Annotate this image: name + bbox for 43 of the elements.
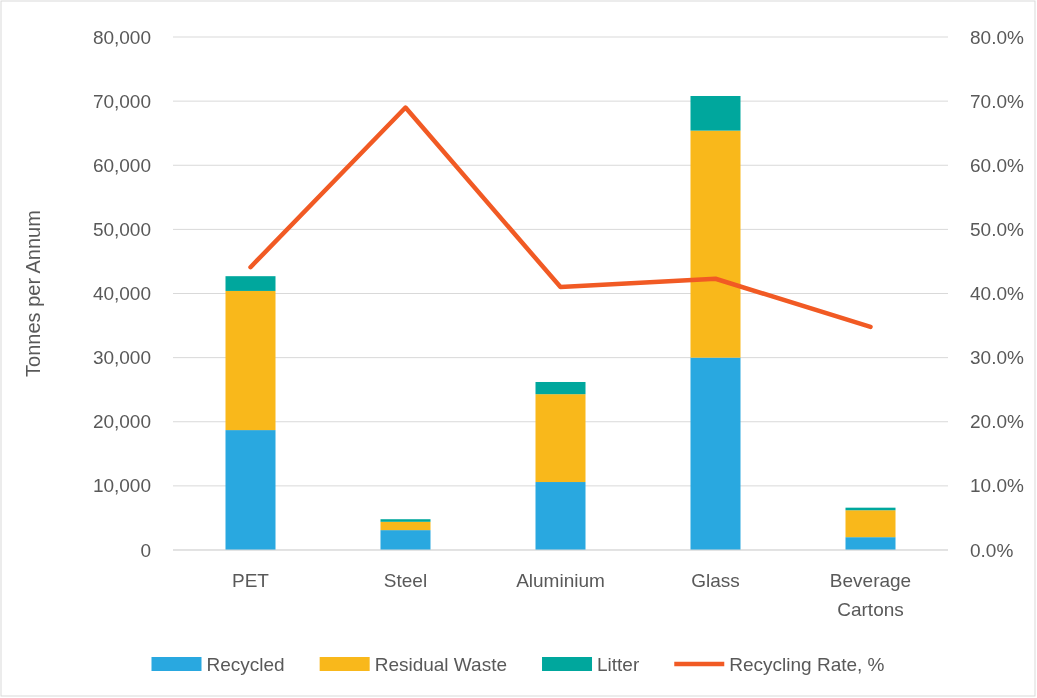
y2-tick-label: 10.0% [970, 475, 1024, 497]
bar [690, 357, 741, 550]
y2-tick-label: 0.0% [970, 539, 1014, 561]
bar [380, 530, 431, 550]
x-tick-label: Aluminium [516, 570, 605, 591]
bar [535, 482, 586, 550]
bar [225, 276, 276, 291]
legend-label: Residual Waste [374, 654, 508, 675]
y-tick-label: 20,000 [92, 411, 151, 433]
y2-tick-label: 30.0% [970, 347, 1024, 369]
y-tick-label: 30,000 [92, 347, 151, 369]
bar [535, 394, 586, 483]
bar [380, 521, 431, 531]
y-tick-label: 60,000 [92, 154, 151, 176]
bar [845, 510, 896, 538]
y2-tick-label: 60.0% [970, 154, 1024, 176]
y2-tick-label: 40.0% [970, 283, 1024, 305]
y2-tick-label: 70.0% [970, 90, 1024, 112]
x-tick-label: Beverage Cartons [829, 570, 912, 620]
y-axis-title: Tonnes per Annum [22, 210, 44, 377]
legend-label: Litter [597, 654, 640, 675]
line-series [248, 105, 873, 330]
legend-label: Recycling Rate, % [729, 654, 885, 675]
y-tick-label: 70,000 [92, 90, 151, 112]
y-tick-label: 80,000 [92, 26, 151, 48]
y-tick-label: 0 [140, 539, 151, 561]
y2-tick-label: 50.0% [970, 218, 1024, 240]
bar [690, 130, 741, 358]
y2-tick-label: 80.0% [970, 26, 1024, 48]
bar [535, 381, 586, 395]
bar [225, 290, 276, 431]
bar [845, 537, 896, 550]
bar [225, 430, 276, 550]
bar [690, 96, 741, 131]
x-tick-label: Glass [691, 570, 740, 591]
bar [380, 519, 431, 522]
y-tick-label: 40,000 [92, 283, 151, 305]
y-tick-label: 10,000 [92, 475, 151, 497]
x-tick-label: Steel [383, 570, 428, 591]
legend-label: Recycled [206, 654, 285, 675]
x-tick-label: PET [232, 570, 270, 591]
y-tick-label: 50,000 [92, 218, 151, 240]
y2-tick-label: 20.0% [970, 411, 1024, 433]
